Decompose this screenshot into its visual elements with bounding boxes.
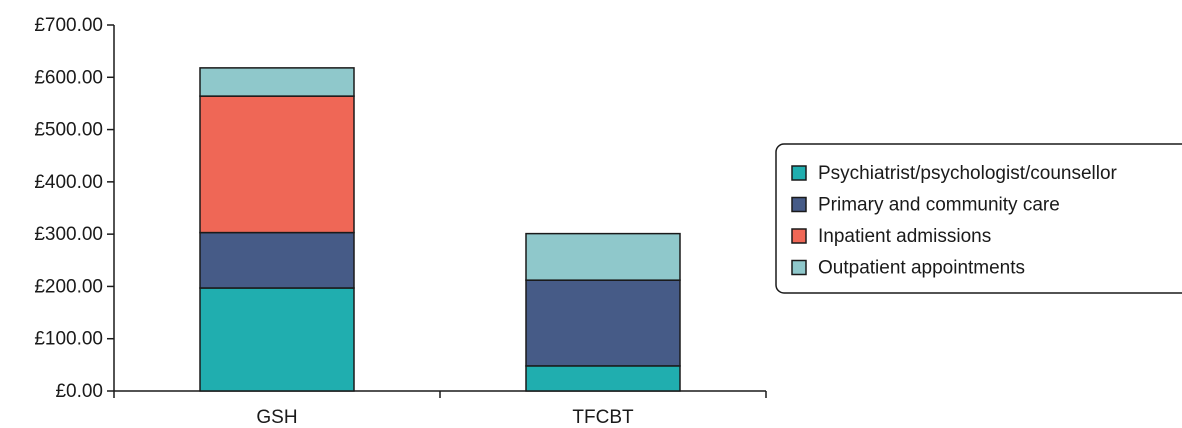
legend-swatch: [792, 198, 806, 212]
y-tick-label: £0.00: [55, 381, 103, 402]
y-tick-label: £300.00: [34, 224, 103, 245]
bars: [200, 68, 680, 391]
bar-segment-gsh-2: [200, 96, 354, 232]
legend-swatch: [792, 229, 806, 243]
bar-segment-tfcbt-3: [526, 234, 680, 281]
bar-segment-tfcbt-1: [526, 280, 680, 366]
legend-label: Psychiatrist/psychologist/counsellor: [818, 163, 1118, 184]
y-tick-label: £700.00: [34, 15, 103, 36]
legend-label: Outpatient appointments: [818, 258, 1025, 279]
legend-label: Inpatient admissions: [818, 226, 991, 247]
y-tick-label: £400.00: [34, 172, 103, 193]
y-tick-label: £500.00: [34, 120, 103, 141]
x-tick-label: TFCBT: [572, 407, 634, 428]
legend: Psychiatrist/psychologist/counsellor Prim…: [776, 144, 1182, 293]
x-axis: GSH TFCBT: [114, 391, 766, 428]
bar-segment-gsh-1: [200, 233, 354, 288]
bar-segment-gsh-3: [200, 68, 354, 96]
bar-segment-tfcbt-0: [526, 366, 680, 391]
y-axis: £0.00 £100.00 £200.00 £300.00 £400.00 £500.00…: [34, 15, 114, 402]
legend-swatch: [792, 261, 806, 275]
bar-segment-gsh-0: [200, 288, 354, 391]
legend-label: Primary and community care: [818, 195, 1060, 216]
legend-swatch: [792, 166, 806, 180]
x-tick-label: GSH: [256, 407, 297, 428]
y-tick-label: £100.00: [34, 329, 103, 350]
y-tick-label: £600.00: [34, 67, 103, 88]
y-tick-label: £200.00: [34, 276, 103, 297]
